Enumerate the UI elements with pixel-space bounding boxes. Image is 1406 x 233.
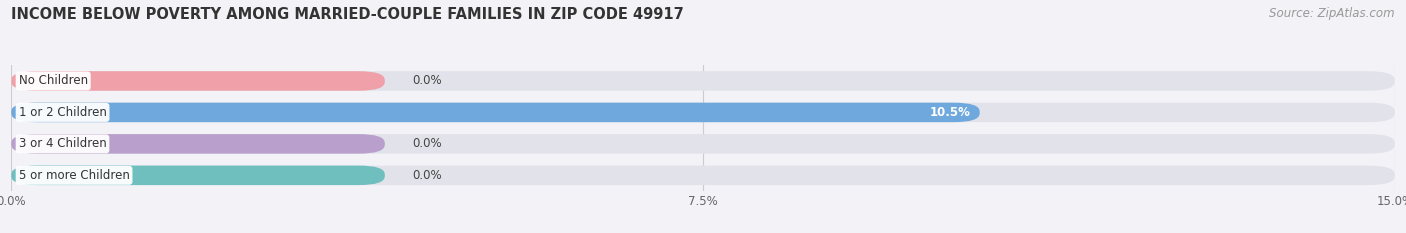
- FancyBboxPatch shape: [11, 134, 385, 154]
- FancyBboxPatch shape: [11, 134, 1395, 154]
- FancyBboxPatch shape: [11, 103, 980, 122]
- Text: 1 or 2 Children: 1 or 2 Children: [18, 106, 107, 119]
- Text: INCOME BELOW POVERTY AMONG MARRIED-COUPLE FAMILIES IN ZIP CODE 49917: INCOME BELOW POVERTY AMONG MARRIED-COUPL…: [11, 7, 683, 22]
- Text: 10.5%: 10.5%: [929, 106, 970, 119]
- FancyBboxPatch shape: [11, 71, 1395, 91]
- Text: 0.0%: 0.0%: [412, 169, 441, 182]
- Text: 0.0%: 0.0%: [412, 75, 441, 87]
- Text: 0.0%: 0.0%: [412, 137, 441, 150]
- FancyBboxPatch shape: [11, 166, 1395, 185]
- FancyBboxPatch shape: [11, 103, 1395, 122]
- FancyBboxPatch shape: [11, 71, 385, 91]
- FancyBboxPatch shape: [11, 166, 385, 185]
- Text: Source: ZipAtlas.com: Source: ZipAtlas.com: [1270, 7, 1395, 20]
- Text: 5 or more Children: 5 or more Children: [18, 169, 129, 182]
- Text: No Children: No Children: [18, 75, 87, 87]
- Text: 3 or 4 Children: 3 or 4 Children: [18, 137, 107, 150]
